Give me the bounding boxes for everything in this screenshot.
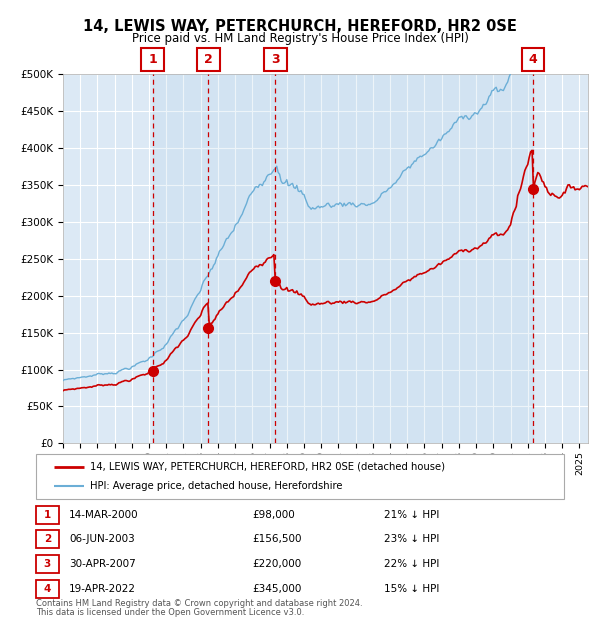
- Text: 22% ↓ HPI: 22% ↓ HPI: [384, 559, 439, 569]
- Text: This data is licensed under the Open Government Licence v3.0.: This data is licensed under the Open Gov…: [36, 608, 304, 617]
- Text: 19-APR-2022: 19-APR-2022: [69, 584, 136, 594]
- Text: 14, LEWIS WAY, PETERCHURCH, HEREFORD, HR2 0SE: 14, LEWIS WAY, PETERCHURCH, HEREFORD, HR…: [83, 19, 517, 33]
- Text: £345,000: £345,000: [252, 584, 301, 594]
- Text: Price paid vs. HM Land Registry's House Price Index (HPI): Price paid vs. HM Land Registry's House …: [131, 32, 469, 45]
- Text: HPI: Average price, detached house, Herefordshire: HPI: Average price, detached house, Here…: [90, 481, 343, 492]
- Text: 4: 4: [44, 584, 51, 594]
- Text: 14-MAR-2000: 14-MAR-2000: [69, 510, 139, 520]
- Text: Contains HM Land Registry data © Crown copyright and database right 2024.: Contains HM Land Registry data © Crown c…: [36, 600, 362, 608]
- Text: 3: 3: [44, 559, 51, 569]
- Bar: [152, 74, 533, 443]
- Text: £98,000: £98,000: [252, 510, 295, 520]
- Text: 1: 1: [44, 510, 51, 520]
- Text: 14, LEWIS WAY, PETERCHURCH, HEREFORD, HR2 0SE (detached house): 14, LEWIS WAY, PETERCHURCH, HEREFORD, HR…: [90, 461, 445, 472]
- Text: 15% ↓ HPI: 15% ↓ HPI: [384, 584, 439, 594]
- Text: 3: 3: [271, 53, 280, 66]
- Text: 2: 2: [204, 53, 212, 66]
- Text: 2: 2: [44, 534, 51, 544]
- Text: 1: 1: [148, 53, 157, 66]
- Text: 4: 4: [529, 53, 537, 66]
- Text: 21% ↓ HPI: 21% ↓ HPI: [384, 510, 439, 520]
- Text: 06-JUN-2003: 06-JUN-2003: [69, 534, 135, 544]
- Text: 23% ↓ HPI: 23% ↓ HPI: [384, 534, 439, 544]
- Text: £220,000: £220,000: [252, 559, 301, 569]
- Text: £156,500: £156,500: [252, 534, 302, 544]
- Text: 30-APR-2007: 30-APR-2007: [69, 559, 136, 569]
